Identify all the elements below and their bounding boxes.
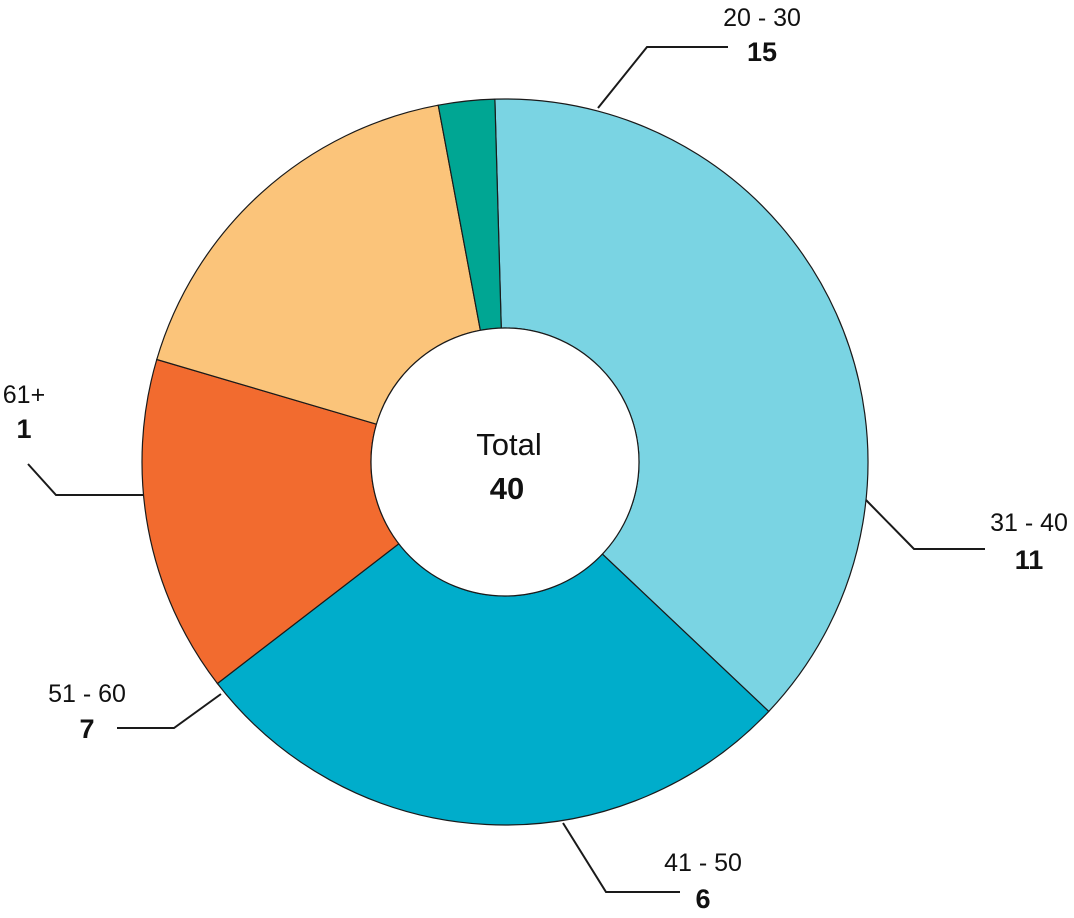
leader-line-2 bbox=[865, 499, 985, 550]
center-total-label: Total bbox=[476, 427, 541, 462]
leader-line-4 bbox=[117, 693, 222, 729]
leader-line-5 bbox=[27, 463, 143, 496]
leader-line-1 bbox=[597, 46, 728, 109]
slice-value-label: 7 bbox=[79, 714, 94, 744]
slice-value-label: 15 bbox=[747, 37, 777, 67]
slice-category-label: 61+ bbox=[3, 381, 45, 409]
slice-value-label: 1 bbox=[16, 414, 31, 444]
donut-hole bbox=[370, 327, 640, 597]
slice-value-label: 6 bbox=[695, 884, 710, 914]
slice-category-label: 31 - 40 bbox=[990, 509, 1068, 537]
leader-lines bbox=[27, 46, 985, 893]
donut-slices bbox=[141, 98, 869, 826]
slice-category-label: 51 - 60 bbox=[48, 680, 126, 708]
slice-value-label: 11 bbox=[1015, 545, 1044, 575]
center-total-value: 40 bbox=[490, 471, 524, 506]
slice-labels: 20 - 30 15 31 - 40 11 41 - 50 6 51 - 60 7 61+ 1 bbox=[3, 4, 1068, 914]
slice-category-label: 20 - 30 bbox=[723, 4, 801, 32]
leader-line-3 bbox=[562, 822, 680, 893]
slice-category-label: 41 - 50 bbox=[664, 849, 742, 877]
